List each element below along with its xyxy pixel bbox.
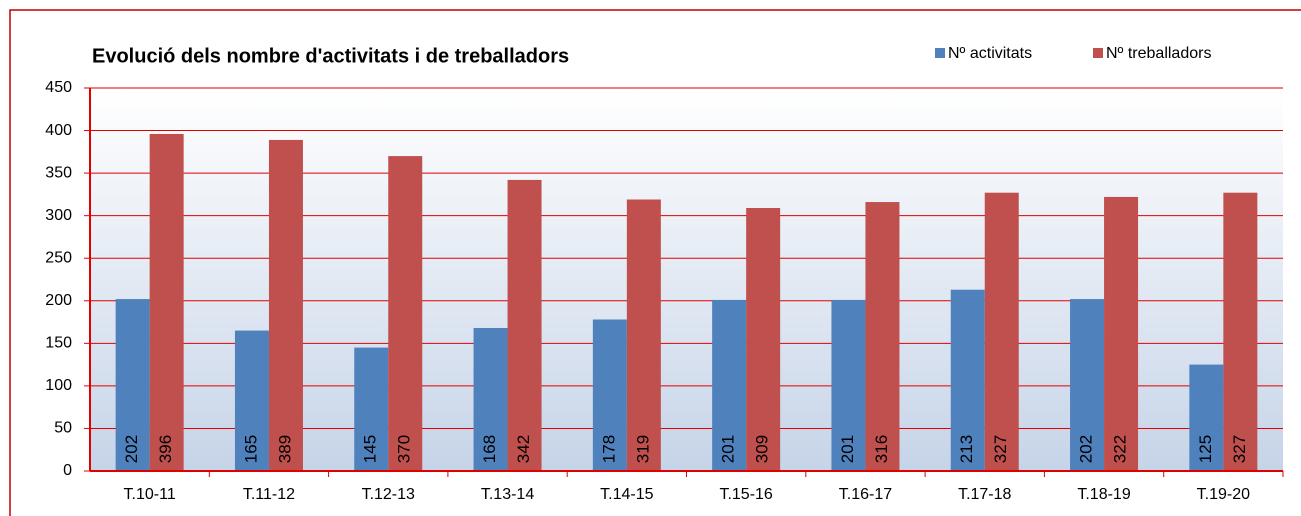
bar <box>1223 192 1258 472</box>
value-label: 389 <box>275 435 294 463</box>
value-label: 327 <box>1230 435 1249 463</box>
bar <box>354 347 389 471</box>
bar <box>592 319 627 471</box>
bar <box>984 192 1019 472</box>
x-tick-label: T.13-14 <box>481 486 534 503</box>
value-label: 201 <box>838 435 857 463</box>
x-tick-label: T.14-15 <box>600 486 653 503</box>
value-label: 370 <box>395 435 414 463</box>
bar <box>626 199 661 472</box>
y-tick-label: 300 <box>45 207 72 224</box>
value-label: 202 <box>122 435 141 463</box>
y-tick-label: 0 <box>63 462 72 479</box>
bar <box>388 156 423 472</box>
bar <box>950 289 985 471</box>
x-tick-label: T.12-13 <box>362 486 415 503</box>
legend-swatch <box>935 48 945 58</box>
bar <box>712 299 747 471</box>
x-tick-label: T.15-16 <box>719 486 772 503</box>
value-label: 396 <box>156 435 175 463</box>
y-tick-label: 400 <box>45 122 72 139</box>
y-tick-label: 100 <box>45 377 72 394</box>
y-tick-label: 200 <box>45 292 72 309</box>
value-label: 327 <box>991 435 1010 463</box>
bar <box>149 133 184 471</box>
value-label: 125 <box>1196 435 1215 463</box>
value-label: 201 <box>719 435 738 463</box>
x-tick-label: T.19-20 <box>1197 486 1250 503</box>
bar <box>234 330 269 471</box>
legend-label: Nº activitats <box>948 45 1032 62</box>
y-tick-label: 50 <box>54 420 72 437</box>
y-tick-label: 150 <box>45 335 72 352</box>
value-label: 168 <box>480 435 499 463</box>
value-label: 309 <box>753 435 772 463</box>
value-label: 145 <box>361 435 380 463</box>
frame <box>9 9 1301 516</box>
bar <box>831 299 866 471</box>
value-label: 178 <box>599 435 618 463</box>
bar <box>268 139 303 471</box>
value-label: 213 <box>957 435 976 463</box>
bar <box>1104 196 1139 472</box>
y-tick-label: 450 <box>45 79 72 96</box>
bar <box>746 208 781 472</box>
value-label: 316 <box>872 435 891 463</box>
value-label: 165 <box>241 435 260 463</box>
value-label: 342 <box>514 435 533 463</box>
value-label: 322 <box>1111 435 1130 463</box>
legend-swatch <box>1093 48 1103 58</box>
x-tick-label: T.16-17 <box>839 486 892 503</box>
y-tick-label: 250 <box>45 249 72 266</box>
chart-title: Evolució dels nombre d'activitats i de t… <box>92 45 569 67</box>
bar <box>115 299 150 471</box>
legend-label: Nº treballadors <box>1106 45 1211 62</box>
bar <box>507 179 542 472</box>
x-tick-label: T.10-11 <box>124 486 176 503</box>
bar <box>1070 299 1105 471</box>
x-tick-label: T.17-18 <box>958 486 1011 503</box>
value-label: 319 <box>633 435 652 463</box>
x-tick-label: T.11-12 <box>243 486 295 503</box>
bar <box>865 202 900 471</box>
bar <box>1189 364 1224 471</box>
x-tick-label: T.18-19 <box>1077 486 1130 503</box>
bar <box>473 328 508 471</box>
y-tick-label: 350 <box>45 164 72 181</box>
value-label: 202 <box>1077 435 1096 463</box>
